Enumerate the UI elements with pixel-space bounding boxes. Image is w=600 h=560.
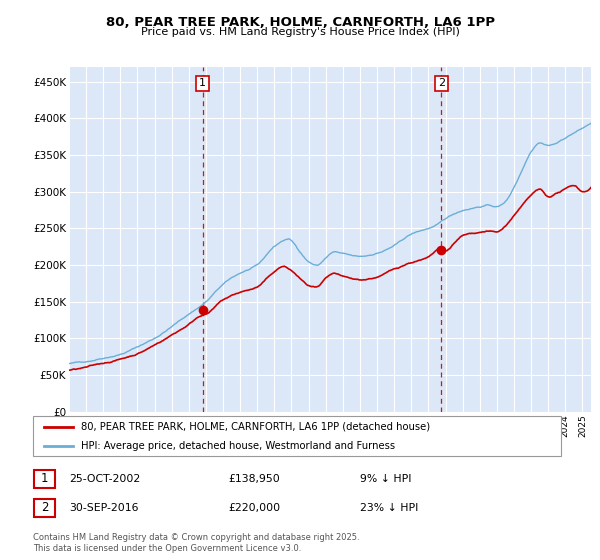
Text: 25-OCT-2002: 25-OCT-2002 <box>69 474 140 484</box>
Text: 1: 1 <box>41 472 48 486</box>
Text: 23% ↓ HPI: 23% ↓ HPI <box>360 503 418 513</box>
Text: 30-SEP-2016: 30-SEP-2016 <box>69 503 139 513</box>
Text: £138,950: £138,950 <box>228 474 280 484</box>
Text: Contains HM Land Registry data © Crown copyright and database right 2025.
This d: Contains HM Land Registry data © Crown c… <box>33 533 359 553</box>
Text: £220,000: £220,000 <box>228 503 280 513</box>
Text: 9% ↓ HPI: 9% ↓ HPI <box>360 474 412 484</box>
FancyBboxPatch shape <box>33 416 561 456</box>
Text: 1: 1 <box>199 78 206 88</box>
FancyBboxPatch shape <box>34 470 55 488</box>
FancyBboxPatch shape <box>34 499 55 517</box>
Text: HPI: Average price, detached house, Westmorland and Furness: HPI: Average price, detached house, West… <box>80 441 395 450</box>
Text: 2: 2 <box>41 501 48 515</box>
Text: Price paid vs. HM Land Registry's House Price Index (HPI): Price paid vs. HM Land Registry's House … <box>140 27 460 37</box>
Text: 2: 2 <box>437 78 445 88</box>
Text: 80, PEAR TREE PARK, HOLME, CARNFORTH, LA6 1PP: 80, PEAR TREE PARK, HOLME, CARNFORTH, LA… <box>106 16 494 29</box>
Text: 80, PEAR TREE PARK, HOLME, CARNFORTH, LA6 1PP (detached house): 80, PEAR TREE PARK, HOLME, CARNFORTH, LA… <box>80 422 430 432</box>
